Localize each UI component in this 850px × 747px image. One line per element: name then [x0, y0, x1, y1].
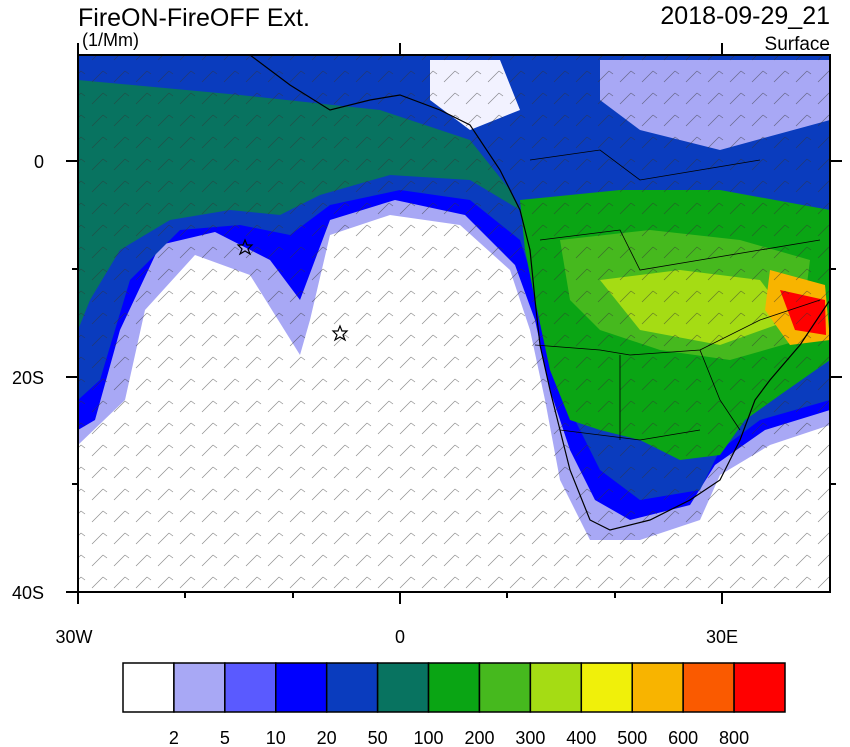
colorbar-box [376, 662, 430, 713]
lon-label: 30W [55, 627, 92, 647]
colorbar-label: 10 [266, 728, 286, 747]
colorbar-label: 600 [668, 728, 698, 747]
colorbar-label: 50 [368, 728, 388, 747]
lat-label: 20S [12, 368, 44, 388]
colorbar-box [580, 662, 633, 713]
lat-label: 0 [34, 152, 44, 172]
borders [529, 149, 821, 441]
colorbar-label: 5 [220, 728, 230, 747]
colorbar-box [631, 662, 684, 713]
wind-barbs [78, 55, 830, 592]
datetime: 2018-09-29_21 [660, 2, 830, 30]
colorbar-label: 2 [169, 728, 179, 747]
level: Surface [765, 34, 830, 55]
colorbar-box [529, 662, 583, 713]
colorbar-box [224, 662, 277, 713]
map-frame [77, 54, 831, 593]
colorbar-label: 20 [317, 728, 337, 747]
colorbar-box [173, 662, 226, 713]
axis-ticks [66, 43, 842, 604]
star-marker [236, 238, 254, 256]
colorbar-label: 500 [617, 728, 647, 747]
title: FireON-FireOFF Ext. [78, 4, 310, 32]
colorbar-label: 800 [719, 728, 749, 747]
colorbar-label: 200 [464, 728, 494, 747]
colorbar-box [325, 662, 379, 713]
units: (1/Mm) [82, 30, 139, 50]
lon-label: 0 [395, 627, 405, 647]
colorbar-box [478, 662, 532, 713]
colorbar-label: 100 [414, 728, 444, 747]
coastline [249, 55, 830, 531]
lon-label: 30E [706, 627, 738, 647]
lat-label: 40S [12, 583, 44, 603]
colorbar-box [682, 662, 735, 713]
star-marker [331, 324, 349, 342]
colorbar-box [427, 662, 481, 713]
colorbar-label: 400 [566, 728, 596, 747]
colorbar-box [733, 662, 786, 713]
colorbar-box [122, 662, 175, 713]
colorbar-box [275, 662, 328, 713]
colorbar: 2 5 10 20 50 100 200 300 400 500 600 800 [122, 662, 786, 747]
map-field [78, 55, 830, 592]
colorbar-label: 300 [515, 728, 545, 747]
